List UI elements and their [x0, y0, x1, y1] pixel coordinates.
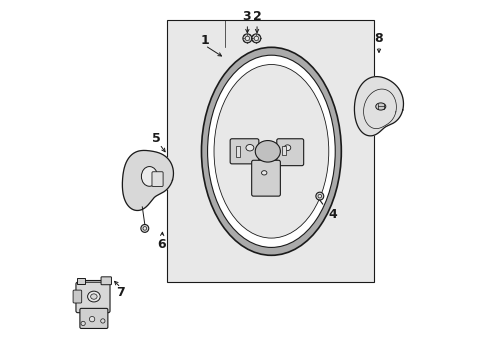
Ellipse shape: [81, 321, 85, 325]
FancyBboxPatch shape: [276, 139, 303, 166]
FancyBboxPatch shape: [230, 139, 258, 164]
Ellipse shape: [317, 194, 321, 198]
Ellipse shape: [375, 103, 385, 110]
Ellipse shape: [142, 226, 146, 230]
FancyBboxPatch shape: [80, 309, 108, 328]
Polygon shape: [122, 150, 173, 211]
Polygon shape: [354, 77, 403, 136]
Bar: [235, 146, 239, 157]
Ellipse shape: [244, 36, 249, 41]
Ellipse shape: [243, 34, 251, 43]
Bar: [167, 21, 373, 282]
FancyBboxPatch shape: [101, 277, 111, 285]
Ellipse shape: [141, 225, 148, 232]
Ellipse shape: [90, 294, 97, 299]
FancyBboxPatch shape: [251, 160, 280, 196]
Ellipse shape: [207, 55, 335, 247]
Text: 6: 6: [158, 238, 166, 251]
Ellipse shape: [141, 167, 157, 186]
Ellipse shape: [214, 64, 328, 238]
Bar: [77, 278, 84, 284]
FancyBboxPatch shape: [152, 172, 163, 186]
Bar: [282, 146, 286, 155]
Text: 3: 3: [242, 10, 250, 23]
Ellipse shape: [245, 144, 253, 151]
Text: 1: 1: [200, 33, 209, 47]
Ellipse shape: [261, 171, 266, 175]
Ellipse shape: [255, 140, 280, 162]
Ellipse shape: [101, 319, 105, 323]
Ellipse shape: [87, 291, 100, 302]
Ellipse shape: [89, 316, 95, 322]
Ellipse shape: [251, 34, 260, 43]
Text: 7: 7: [116, 287, 125, 300]
Text: 5: 5: [152, 132, 161, 145]
Text: 2: 2: [252, 10, 261, 23]
FancyBboxPatch shape: [73, 290, 81, 303]
Text: 4: 4: [328, 208, 337, 221]
Ellipse shape: [201, 47, 341, 255]
Ellipse shape: [284, 145, 290, 150]
Ellipse shape: [254, 36, 258, 41]
FancyBboxPatch shape: [76, 282, 110, 313]
Text: 8: 8: [374, 32, 383, 45]
Ellipse shape: [315, 192, 323, 200]
